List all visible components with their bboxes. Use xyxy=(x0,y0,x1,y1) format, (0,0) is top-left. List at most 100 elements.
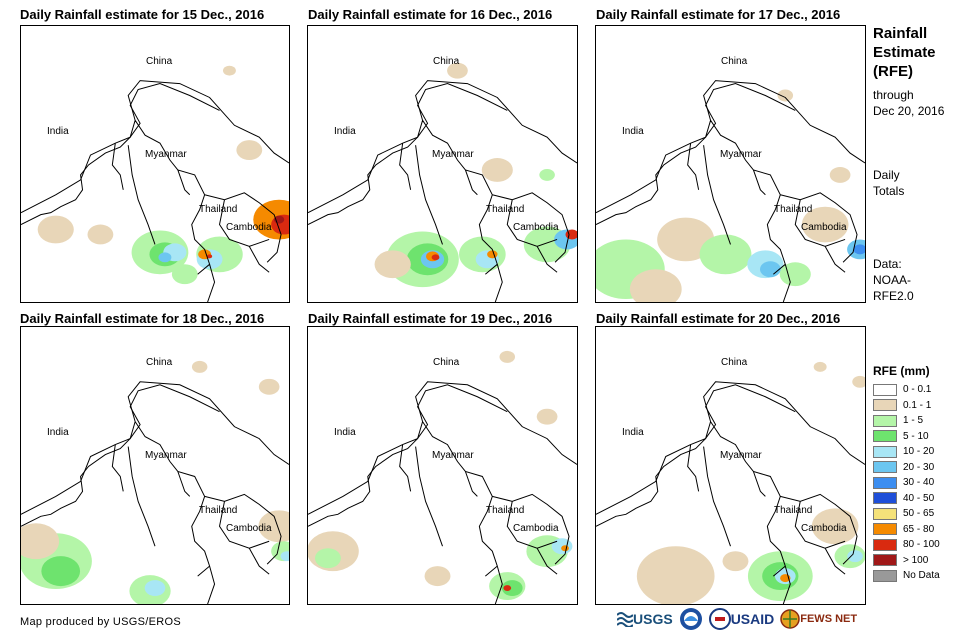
panel-title-4: Daily Rainfall estimate for 18 Dec., 201… xyxy=(20,311,265,326)
rainfall-area xyxy=(801,206,849,243)
country-border xyxy=(308,384,508,527)
legend-item: 5 - 10 xyxy=(873,429,940,445)
rainfall-area xyxy=(722,551,749,572)
rainfall-area xyxy=(171,264,198,285)
map-canvas xyxy=(21,65,289,302)
rainfall-area xyxy=(487,250,498,259)
map-label-india: India xyxy=(622,427,644,438)
side-daily-totals: Daily Totals xyxy=(873,168,905,198)
credit-text: Map produced by USGS/EROS xyxy=(20,616,181,628)
map-label-thailand: Thailand xyxy=(774,204,813,215)
country-border xyxy=(596,80,865,302)
legend-swatch xyxy=(873,523,897,536)
rainfall-area xyxy=(280,551,289,562)
legend-label: 65 - 80 xyxy=(903,523,935,535)
legend-label: 10 - 20 xyxy=(903,446,935,458)
legend-label: 0 - 0.1 xyxy=(903,384,932,396)
legend-item: 20 - 30 xyxy=(873,460,940,476)
rainfall-area xyxy=(777,89,794,102)
noaa-logo-icon xyxy=(679,608,702,630)
rainfall-area xyxy=(561,545,569,552)
rainfall-area xyxy=(539,168,555,181)
map-label-cambodia: Cambodia xyxy=(801,523,847,534)
rainfall-area xyxy=(536,408,558,425)
legend-swatch xyxy=(873,461,897,474)
map-label-thailand: Thailand xyxy=(199,505,238,516)
rainfall-area xyxy=(499,350,516,363)
legend-label: No Data xyxy=(903,570,940,582)
legend-swatch xyxy=(873,399,897,412)
fewsnet-globe-icon xyxy=(780,609,800,629)
usaid-logo: USAID xyxy=(708,608,774,630)
map-label-myanmar: Myanmar xyxy=(720,450,762,461)
legend-swatch xyxy=(873,492,897,505)
usgs-wave-icon xyxy=(617,612,633,627)
side-through: through Dec 20, 2016 xyxy=(873,88,945,118)
rainfall-area xyxy=(158,252,172,263)
side-title: Rainfall Estimate (RFE) xyxy=(873,25,936,80)
panel-title-2: Daily Rainfall estimate for 16 Dec., 201… xyxy=(308,7,553,22)
map-label-cambodia: Cambodia xyxy=(513,523,559,534)
map-label-myanmar: Myanmar xyxy=(432,450,474,461)
legend-item: 50 - 65 xyxy=(873,506,940,522)
rainfall-area xyxy=(853,244,865,255)
country-border xyxy=(308,381,577,604)
rainfall-map-20-dec: China India Myanmar Thailand Cambodia xyxy=(595,326,866,605)
map-label-india: India xyxy=(47,126,69,137)
rainfall-area xyxy=(207,254,213,259)
rainfall-area xyxy=(447,62,468,79)
legend-label: > 100 xyxy=(903,554,929,566)
rainfall-area xyxy=(629,269,682,302)
rainfall-map-18-dec: China India Myanmar Thailand Cambodia xyxy=(20,326,290,605)
legend-swatch xyxy=(873,476,897,489)
panel-title-1: Daily Rainfall estimate for 15 Dec., 201… xyxy=(20,7,265,22)
legend-item: 0.1 - 1 xyxy=(873,398,940,414)
rainfall-area xyxy=(551,538,573,555)
rainfall-area xyxy=(144,580,166,597)
map-label-india: India xyxy=(334,126,356,137)
map-label-myanmar: Myanmar xyxy=(432,149,474,160)
rainfall-area xyxy=(636,546,715,604)
legend-item: 30 - 40 xyxy=(873,475,940,491)
fewsnet-logo: FEWS NET xyxy=(780,609,857,629)
legend-label: 0.1 - 1 xyxy=(903,399,932,411)
legend-label: 80 - 100 xyxy=(903,539,940,551)
map-label-thailand: Thailand xyxy=(774,505,813,516)
rainfall-area xyxy=(424,566,451,587)
legend-label: 30 - 40 xyxy=(903,477,935,489)
panel-title-5: Daily Rainfall estimate for 19 Dec., 201… xyxy=(308,311,553,326)
legend-label: 50 - 65 xyxy=(903,508,935,520)
legend-item: 40 - 50 xyxy=(873,491,940,507)
usaid-seal-icon xyxy=(708,608,731,630)
rainfall-area xyxy=(314,548,341,569)
legend-title: RFE (mm) xyxy=(873,364,930,378)
map-canvas xyxy=(21,360,289,604)
legend-swatch xyxy=(873,538,897,551)
rainfall-area xyxy=(847,550,863,563)
map-label-cambodia: Cambodia xyxy=(801,222,847,233)
rainfall-map-15-dec: China India Myanmar Thailand Cambodia xyxy=(20,25,290,303)
country-border xyxy=(596,384,796,527)
map-label-china: China xyxy=(433,357,460,368)
rainfall-area xyxy=(374,250,411,279)
panel-title-6: Daily Rainfall estimate for 20 Dec., 201… xyxy=(596,311,841,326)
rainfall-area xyxy=(657,217,715,262)
legend-label: 20 - 30 xyxy=(903,461,935,473)
map-label-india: India xyxy=(47,427,69,438)
map-label-cambodia: Cambodia xyxy=(513,222,559,233)
panel-title-3: Daily Rainfall estimate for 17 Dec., 201… xyxy=(596,7,841,22)
legend-item: > 100 xyxy=(873,553,940,569)
map-label-china: China xyxy=(721,56,748,67)
rainfall-area xyxy=(191,360,208,373)
legend-swatch xyxy=(873,430,897,443)
map-canvas xyxy=(596,80,865,302)
legend-item: No Data xyxy=(873,568,940,584)
side-data-source: Data: NOAA- RFE2.0 xyxy=(873,257,914,303)
rainfall-area xyxy=(258,510,289,543)
map-label-cambodia: Cambodia xyxy=(226,523,272,534)
legend-item: 0 - 0.1 xyxy=(873,382,940,398)
legend-swatch xyxy=(873,569,897,582)
rainfall-area xyxy=(813,361,827,372)
rainfall-area xyxy=(829,166,851,183)
map-canvas xyxy=(596,361,865,604)
